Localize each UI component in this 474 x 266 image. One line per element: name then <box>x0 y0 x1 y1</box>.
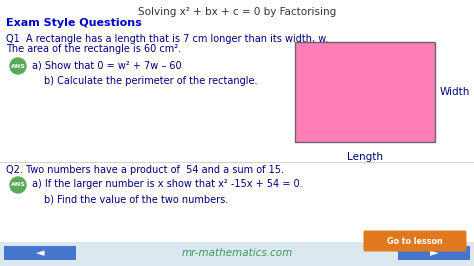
Text: Q1  A rectangle has a length that is 7 cm longer than its width, w.: Q1 A rectangle has a length that is 7 cm… <box>6 34 328 44</box>
Bar <box>398 246 470 260</box>
Bar <box>4 246 76 260</box>
Text: ANS: ANS <box>10 64 26 69</box>
Text: ►: ► <box>430 248 438 258</box>
Text: ◄: ◄ <box>36 248 44 258</box>
Text: Solving x² + bx + c = 0 by Factorising: Solving x² + bx + c = 0 by Factorising <box>138 7 336 17</box>
Text: Exam Style Questions: Exam Style Questions <box>6 18 142 28</box>
FancyBboxPatch shape <box>364 231 466 251</box>
Text: Q2. Two numbers have a product of  54 and a sum of 15.: Q2. Two numbers have a product of 54 and… <box>6 165 284 175</box>
Text: b) Find the value of the two numbers.: b) Find the value of the two numbers. <box>44 195 228 205</box>
Text: The area of the rectangle is 60 cm².: The area of the rectangle is 60 cm². <box>6 44 181 54</box>
Bar <box>0 242 474 266</box>
Text: Width: Width <box>440 87 470 97</box>
Text: a) Show that 0 = w² + 7w – 60: a) Show that 0 = w² + 7w – 60 <box>32 60 182 70</box>
Text: mr-mathematics.com: mr-mathematics.com <box>182 248 292 258</box>
Bar <box>295 42 435 142</box>
Text: a) If the larger number is x show that x² -15x + 54 = 0.: a) If the larger number is x show that x… <box>32 179 302 189</box>
Text: ANS: ANS <box>10 182 26 188</box>
Text: Go to lesson: Go to lesson <box>387 236 443 246</box>
Circle shape <box>10 58 26 74</box>
Text: Length: Length <box>347 152 383 162</box>
Text: b) Calculate the perimeter of the rectangle.: b) Calculate the perimeter of the rectan… <box>44 76 257 86</box>
Circle shape <box>10 177 26 193</box>
